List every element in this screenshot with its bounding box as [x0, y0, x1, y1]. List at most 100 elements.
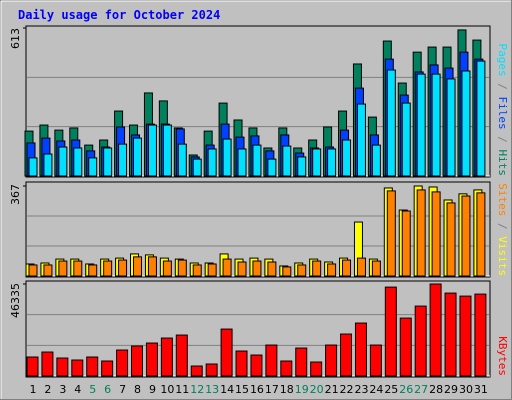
bar: [429, 283, 442, 377]
bar: [116, 349, 129, 377]
x-tick-label: 24: [369, 383, 383, 396]
x-tick-label: 7: [119, 383, 126, 396]
x-tick-label: 9: [149, 383, 156, 396]
bar: [282, 266, 292, 277]
x-tick-label: 31: [474, 383, 488, 396]
legend-entry: KBytes: [496, 336, 509, 376]
legend-entry: Files: [496, 97, 509, 130]
x-tick-label: 13: [205, 383, 219, 396]
x-tick-label: 17: [265, 383, 279, 396]
bar: [476, 192, 486, 277]
x-tick-label: 11: [175, 383, 189, 396]
bar: [252, 260, 262, 277]
x-tick-label: 16: [250, 383, 264, 396]
bar: [342, 259, 352, 277]
bar: [86, 356, 99, 377]
bar: [88, 264, 98, 277]
bar: [118, 259, 128, 277]
bar: [133, 137, 143, 177]
x-tick-label: 5: [89, 383, 96, 396]
bar: [71, 359, 84, 377]
bar: [58, 260, 68, 277]
bar: [416, 73, 426, 177]
bar: [162, 124, 172, 177]
bar: [354, 322, 367, 377]
bar: [327, 263, 337, 277]
x-tick-label: 8: [134, 383, 141, 396]
x-tick-label: 28: [429, 383, 443, 396]
bar: [73, 147, 83, 177]
x-tick-label: 22: [340, 383, 354, 396]
bar: [145, 342, 158, 377]
bar: [310, 361, 323, 377]
bar: [384, 286, 397, 377]
bar: [280, 360, 293, 377]
bar: [28, 157, 38, 177]
x-tick-label: 27: [414, 383, 428, 396]
legend: Sites / Visits: [496, 183, 509, 276]
bar: [476, 60, 486, 177]
bar: [474, 293, 487, 377]
bar: [162, 260, 172, 277]
bar: [175, 334, 188, 377]
bar: [446, 78, 456, 177]
x-tick-label: 18: [280, 383, 294, 396]
bar: [43, 153, 53, 177]
bar: [133, 256, 143, 277]
bar: [297, 156, 307, 177]
bar: [265, 344, 278, 377]
y-tick-label: 46335: [9, 283, 22, 318]
bar: [340, 333, 353, 377]
x-tick-label: 14: [220, 383, 234, 396]
legend: KBytes: [496, 336, 509, 376]
bar: [41, 351, 54, 377]
legend-separator: /: [496, 77, 509, 97]
bar: [444, 292, 457, 377]
bar: [401, 102, 411, 177]
y-tick-label: 613: [9, 28, 22, 49]
bar: [459, 295, 472, 377]
bar: [267, 158, 277, 177]
bar: [312, 260, 322, 277]
x-tick-label: 1: [30, 383, 37, 396]
bar: [369, 344, 382, 377]
x-tick-label: 29: [444, 383, 458, 396]
bar: [28, 264, 38, 277]
bar: [371, 260, 381, 277]
chart-title: Daily usage for October 2024: [18, 8, 220, 22]
x-tick-label: 19: [295, 383, 309, 396]
bar: [147, 124, 157, 177]
bar: [431, 191, 441, 277]
x-tick-label: 10: [160, 383, 174, 396]
x-tick-label: 12: [190, 383, 204, 396]
x-tick-label: 26: [399, 383, 413, 396]
bar: [88, 157, 98, 177]
x-tick-label: 6: [104, 383, 111, 396]
bar: [192, 264, 202, 277]
x-tick-label: 4: [74, 383, 81, 396]
legend-entry: Pages: [496, 44, 509, 77]
bar: [461, 70, 471, 177]
bar: [325, 344, 338, 377]
bar: [250, 354, 263, 377]
bar: [190, 365, 203, 377]
bar: [399, 317, 412, 377]
bar: [252, 144, 262, 177]
x-tick-label: 15: [235, 383, 249, 396]
x-tick-label: 2: [44, 383, 51, 396]
bar: [327, 148, 337, 177]
x-tick-label: 30: [459, 383, 473, 396]
bar: [56, 357, 69, 377]
bar: [222, 138, 232, 177]
bar: [295, 347, 308, 377]
bar: [386, 69, 396, 177]
x-tick-label: 23: [354, 383, 368, 396]
bar: [220, 328, 233, 377]
bar: [222, 258, 232, 277]
x-tick-label: 20: [310, 383, 324, 396]
bar: [177, 143, 187, 177]
bar: [101, 360, 114, 377]
bar: [461, 195, 471, 277]
bar: [160, 337, 173, 377]
